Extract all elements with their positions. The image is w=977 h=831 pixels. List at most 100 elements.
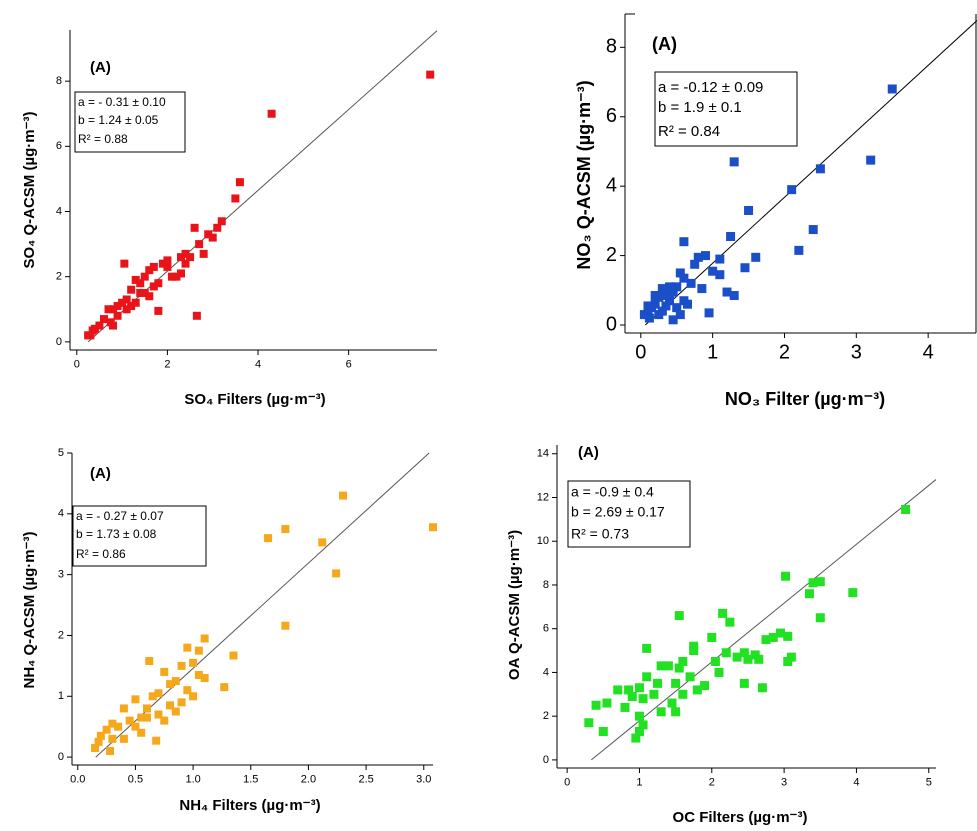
y-tick-label: 12 <box>537 491 549 503</box>
point <box>136 288 145 297</box>
point <box>656 707 666 717</box>
x-axis-label: OC Filters (µg·m⁻³) <box>673 809 808 826</box>
point <box>136 279 145 288</box>
x-tick-label: 2 <box>709 777 715 789</box>
y-axis-label: NO₃ Q-ACSM (µg·m⁻³) <box>574 80 594 269</box>
point <box>102 725 111 734</box>
point <box>672 282 682 292</box>
point <box>99 315 108 324</box>
y-tick-label: 4 <box>58 508 64 520</box>
point <box>678 656 688 666</box>
point <box>145 266 154 275</box>
point <box>584 718 594 728</box>
point <box>627 691 637 701</box>
point <box>689 646 699 656</box>
y-tick-label: 2 <box>58 629 64 641</box>
point <box>715 254 725 264</box>
point <box>154 279 163 288</box>
point <box>88 326 97 335</box>
point <box>866 155 876 165</box>
fit-line <box>95 452 430 758</box>
point <box>668 315 678 325</box>
point <box>189 658 198 667</box>
point <box>177 661 186 670</box>
point <box>775 628 785 638</box>
point <box>654 310 664 320</box>
point <box>91 743 100 752</box>
x-tick-label: 5 <box>926 777 932 789</box>
y-tick-label: 0 <box>58 751 64 763</box>
point <box>137 728 146 737</box>
y-tick-label: 0 <box>606 313 617 335</box>
point <box>140 272 149 281</box>
point <box>96 731 105 740</box>
point <box>145 292 154 301</box>
x-tick-label: 0.5 <box>128 774 143 786</box>
point <box>768 632 778 642</box>
y-tick-label: 4 <box>606 174 617 196</box>
x-axis-label: SO₄ Filters (µg·m⁻³) <box>184 391 325 408</box>
annotation-box <box>654 71 798 147</box>
annotation-box <box>74 91 186 153</box>
y-axis-label: OA Q-ACSM (µg·m⁻³) <box>506 530 523 680</box>
panel-label: (A) <box>578 444 599 461</box>
point <box>145 657 154 665</box>
annotation-box <box>72 505 207 567</box>
point <box>697 284 707 294</box>
point <box>281 621 290 630</box>
point <box>634 683 644 693</box>
point <box>726 232 736 242</box>
point <box>181 249 190 258</box>
annotation-box <box>567 480 691 548</box>
y-tick-label: 6 <box>56 140 62 152</box>
x-tick-label: 0 <box>74 359 80 371</box>
point <box>231 194 240 203</box>
y-tick-label: 10 <box>537 535 549 547</box>
x-tick-label: 2 <box>779 341 790 363</box>
y-tick-label: 1 <box>58 690 64 702</box>
point <box>177 269 186 278</box>
x-tick-label: 3 <box>851 341 862 363</box>
point <box>690 259 700 269</box>
point <box>149 262 158 271</box>
y-axis-label: NH₄ Q-ACSM (µg·m⁻³) <box>21 531 38 688</box>
point <box>613 685 623 695</box>
y-tick-label: 8 <box>543 579 549 591</box>
point <box>642 643 652 653</box>
point <box>675 310 685 320</box>
point <box>815 577 825 587</box>
point <box>183 686 192 695</box>
point <box>172 272 181 281</box>
panel: 0 1 2 3 4 0 2 4 6 8 a = -0.12 ± 0.09 b = 1.9 ± 0.1 R… <box>574 13 977 409</box>
point <box>671 678 681 688</box>
point <box>700 251 710 261</box>
point <box>213 223 222 232</box>
x-tick-label: 0 <box>564 777 570 789</box>
point <box>318 538 327 547</box>
point <box>339 491 348 500</box>
point <box>108 719 117 728</box>
x-tick-label: 0.0 <box>70 774 85 786</box>
point <box>668 287 678 297</box>
annotation-line: a = - 0.27 ± 0.07 <box>76 509 164 523</box>
point <box>693 252 703 262</box>
y-tick-label: 0 <box>543 754 549 766</box>
point <box>131 722 140 731</box>
point <box>119 704 128 713</box>
point <box>429 523 437 532</box>
point <box>108 734 117 743</box>
point <box>638 720 648 730</box>
point <box>235 178 244 187</box>
y-tick-label: 4 <box>543 666 549 678</box>
point <box>887 84 897 94</box>
point <box>787 185 797 195</box>
point <box>114 722 123 731</box>
point <box>682 299 692 309</box>
point <box>125 716 134 725</box>
x-tick-label: 1 <box>636 777 642 789</box>
point <box>761 635 771 645</box>
point <box>591 700 601 710</box>
x-tick-label: 3.0 <box>416 774 431 786</box>
point <box>751 252 761 262</box>
